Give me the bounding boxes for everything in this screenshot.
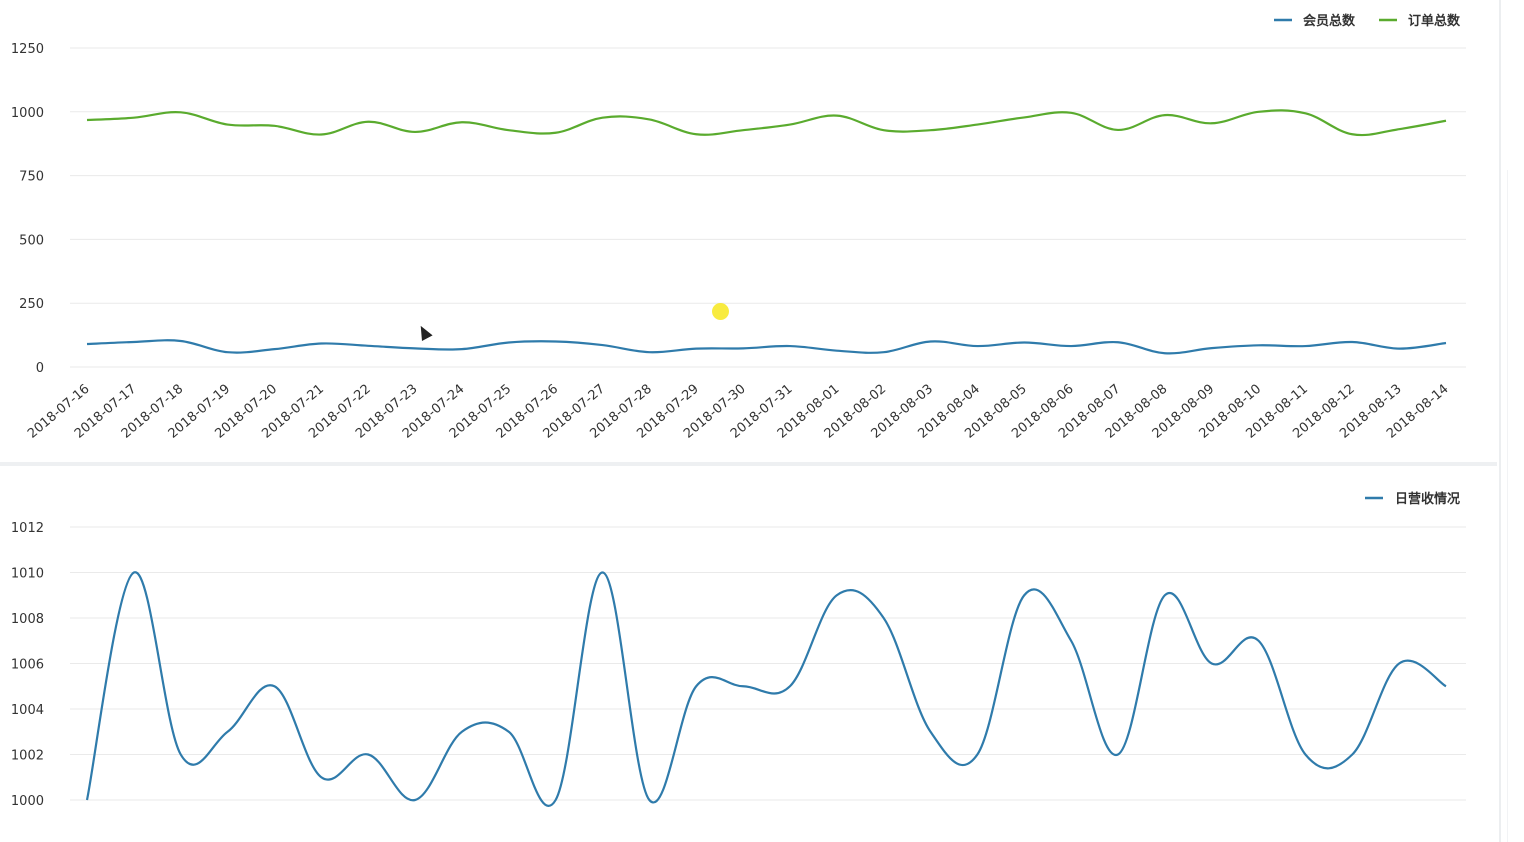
y-tick-label: 1010 (11, 567, 44, 582)
chart-panel-bottom: 1000 1002 1004 1006 1008 1010 1012 日营收情况 (0, 466, 1497, 842)
y-tick-label: 1008 (11, 612, 44, 627)
top-line-chart: 0250500750100012502018-07-162018-07-1720… (11, 13, 1466, 442)
y-tick-label: 1002 (11, 749, 44, 764)
bottom-line-chart: 1000 1002 1004 1006 1008 1010 1012 日营收情况 (11, 491, 1466, 809)
y-tick-label: 1000 (11, 794, 44, 809)
series-line-1-2[interactable] (86, 109, 1447, 137)
series-line-1-1[interactable] (86, 339, 1447, 355)
scrollbar-track[interactable] (1499, 0, 1501, 842)
legend-label[interactable]: 日营收情况 (1395, 491, 1460, 507)
y-tick-label: 0 (36, 361, 44, 376)
y-tick-label: 250 (19, 297, 44, 312)
chart-panel-top: 0 250 500 750 1000 1250 2018-07-16 2018-07-17 20… (10, 13, 1466, 442)
y-tick-label: 500 (19, 233, 44, 248)
legend-label[interactable]: 订单总数 (1408, 13, 1461, 29)
y-tick-label: 1250 (11, 42, 44, 57)
panel-divider (0, 462, 1497, 466)
y-tick-label: 1006 (11, 658, 44, 673)
series-line-2-1[interactable] (85, 571, 1447, 807)
y-tick-label: 750 (19, 170, 44, 185)
y-tick-label: 1012 (11, 521, 44, 536)
y-tick-label: 1000 (11, 106, 44, 121)
click-indicator (712, 303, 729, 320)
scrollbar-edge (1507, 170, 1508, 842)
y-tick-label: 1004 (11, 703, 44, 718)
legend-label[interactable]: 会员总数 (1303, 13, 1356, 29)
